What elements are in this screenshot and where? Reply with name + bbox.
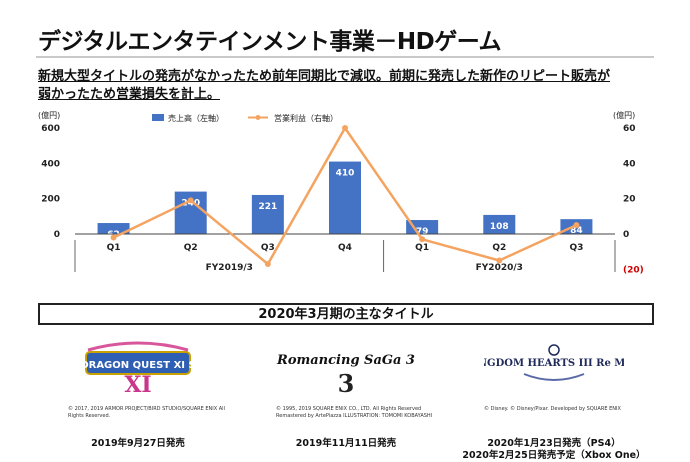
dragon-quest-logo: DRAGON QUEST XI S XI	[80, 341, 196, 396]
subtitle-line-2: 弱かったため営業損失を計上。	[38, 87, 221, 102]
romancing-saga-release-date: 2019年11月11日発売	[246, 438, 446, 450]
group-label: FY2020/3	[476, 263, 523, 273]
operating-profit-point	[496, 257, 503, 264]
legend-bar-label: 売上高（左軸）	[168, 113, 224, 123]
operating-profit-point	[187, 197, 194, 204]
category-label: Q3	[261, 243, 275, 253]
right-axis-tick: 0	[623, 230, 629, 240]
revenue-bar	[483, 214, 516, 234]
svg-text:KINGDOM HEARTS III Re Mind: KINGDOM HEARTS III Re Mind	[484, 358, 624, 369]
svg-text:XI: XI	[124, 372, 151, 396]
title-divider	[36, 56, 654, 58]
revenue-bar-label: 108	[490, 222, 509, 232]
operating-profit-point	[342, 125, 348, 131]
revenue-bar	[406, 220, 439, 234]
operating-profit-point	[573, 222, 580, 229]
subtitle-line-1: 新規大型タイトルの発売がなかったため前年同期比で減収。前期に発売した新作のリピー…	[38, 69, 611, 84]
category-label: Q1	[107, 243, 121, 253]
revenue-bar-label: 410	[336, 169, 355, 179]
revenue-bar	[97, 223, 130, 234]
kingdom-hearts-logo: KINGDOM HEARTS III Re Mind	[484, 344, 624, 381]
title-card-romancing-saga3: Romancing SaGa 3 3 © 1995, 2019 SQUARE E…	[246, 330, 446, 460]
right-axis-tick: 20	[623, 195, 636, 205]
legend-line-marker	[255, 115, 261, 120]
svg-text:3: 3	[338, 369, 355, 396]
left-axis-tick: 600	[41, 124, 60, 134]
operating-profit-point	[264, 261, 271, 268]
legend-line-label: 営業利益（右軸）	[274, 113, 338, 123]
section-heading: 2020年3月期の主なタイトル	[38, 303, 654, 325]
svg-text:Romancing SaGa 3: Romancing SaGa 3	[276, 353, 415, 368]
dq11s-copyright: © 2017, 2019 ARMOR PROJECT/BIRD STUDIO/S…	[68, 406, 225, 419]
release-line: 2019年11月11日発売	[295, 438, 397, 449]
legend-bar-swatch	[152, 114, 164, 121]
revenue-bar-label: 221	[258, 202, 277, 212]
revenue-bar	[251, 194, 284, 234]
title-card-kingdom-hearts3: KINGDOM HEARTS III Re Mind © Disney. © D…	[454, 330, 654, 462]
category-label: Q3	[569, 243, 583, 253]
romancing-saga-copyright: © 1995, 2019 SQUARE ENIX CO., LTD. All R…	[276, 406, 433, 419]
kingdom-hearts-release-date: 2020年1月23日発売（PS4） 2020年2月25日発売予定（Xbox On…	[454, 438, 654, 462]
slide-subtitle: 新規大型タイトルの発売がなかったため前年同期比で減収。前期に発売した新作のリピー…	[38, 68, 658, 104]
left-axis-unit: (億円)	[38, 110, 60, 120]
dq11s-release-date: 2019年9月27日発売	[38, 438, 238, 450]
release-line: 2020年1月23日発売（PS4）	[487, 438, 621, 449]
category-label: Q2	[492, 243, 506, 253]
left-axis-tick: 200	[41, 195, 60, 205]
left-axis-tick: 400	[41, 159, 60, 169]
romancing-saga-logo: Romancing SaGa 3 3	[276, 353, 415, 396]
left-axis-tick: 0	[54, 230, 60, 240]
svg-text:DRAGON QUEST XI S: DRAGON QUEST XI S	[80, 360, 195, 371]
revenue-bar-label: 79	[416, 227, 429, 237]
kingdom-hearts-copyright: © Disney. © Disney/Pixar. Developed by S…	[484, 406, 621, 412]
right-axis-tick: 40	[623, 159, 636, 169]
revenue-bar	[329, 161, 361, 234]
group-label: FY2019/3	[206, 263, 253, 273]
category-label: Q1	[415, 243, 429, 253]
revenue-bar-label: 84	[570, 226, 583, 236]
operating-profit-point	[110, 234, 117, 241]
operating-profit-point	[419, 236, 426, 243]
right-axis-tick: (20)	[623, 265, 644, 275]
category-label: Q2	[184, 243, 198, 253]
category-label: Q4	[338, 243, 352, 253]
titles-row: DRAGON QUEST XI S XI © 2017, 2019 ARMOR …	[38, 330, 654, 462]
title-card-dq11s: DRAGON QUEST XI S XI © 2017, 2019 ARMOR …	[38, 330, 238, 460]
right-axis-unit: (億円)	[613, 110, 635, 120]
release-line: 2019年9月27日発売	[91, 438, 185, 449]
revenue-bar-label: 240	[181, 199, 200, 209]
right-axis-tick: 60	[623, 124, 636, 134]
release-line: 2020年2月25日発売予定（Xbox One）	[462, 450, 646, 461]
slide-title: デジタルエンタテインメント事業－HDゲーム	[38, 29, 502, 55]
